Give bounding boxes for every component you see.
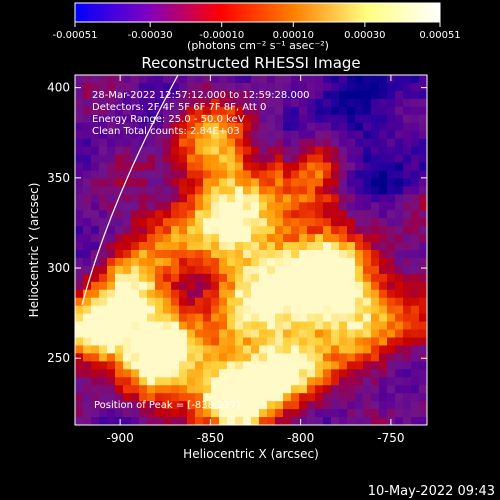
colorbar-units: (photons cm⁻² s⁻¹ asec⁻²) — [187, 39, 329, 52]
colorbar-tick-label: 0.00030 — [344, 30, 385, 41]
colorbar — [74, 2, 441, 23]
plot-title: Reconstructed RHESSI Image — [141, 54, 360, 72]
y-tick-label: 350 — [47, 171, 70, 185]
solar-limb — [81, 75, 179, 306]
info-energy-range: Energy Range: 25.0 - 50.0 keV — [92, 114, 245, 125]
plot-frame — [74, 74, 428, 426]
colorbar-tick-label: -0.00051 — [53, 30, 98, 41]
info-time-range: 28-Mar-2022 12:57:12.000 to 12:59:28.000 — [92, 90, 310, 101]
y-axis: 250 300 350 400 — [47, 81, 427, 365]
colorbar-tick-label: -0.00010 — [199, 30, 244, 41]
colorbar-tick-label: 0.00010 — [273, 30, 314, 41]
footer-date: 10-May-2022 09:43 — [368, 484, 495, 499]
info-detectors: Detectors: 2F 4F 5F 6F 7F 8F, Att 0 — [92, 102, 266, 113]
info-peak-position: Position of Peak = [-838,237] — [94, 400, 240, 411]
x-axis: -900 -850 -800 -750 — [107, 75, 405, 445]
y-axis-label: Heliocentric Y (arcsec) — [27, 183, 41, 318]
x-tick-label: -900 — [107, 431, 134, 445]
colorbar-tick-label: 0.00051 — [419, 30, 460, 41]
x-tick-label: -800 — [287, 431, 314, 445]
y-tick-label: 300 — [47, 261, 70, 275]
x-tick-label: -850 — [197, 431, 224, 445]
x-axis-label: Heliocentric X (arcsec) — [183, 447, 319, 461]
x-tick-label: -750 — [377, 431, 404, 445]
colorbar-tick-label: -0.00030 — [128, 30, 173, 41]
y-tick-label: 250 — [47, 351, 70, 365]
info-clean: Clean Total counts: 2.84E+03 — [92, 126, 240, 137]
colorbar-ticks: -0.00051 -0.00030 -0.00010 0.00010 0.00030 0.… — [53, 22, 461, 41]
y-tick-label: 400 — [47, 81, 70, 95]
